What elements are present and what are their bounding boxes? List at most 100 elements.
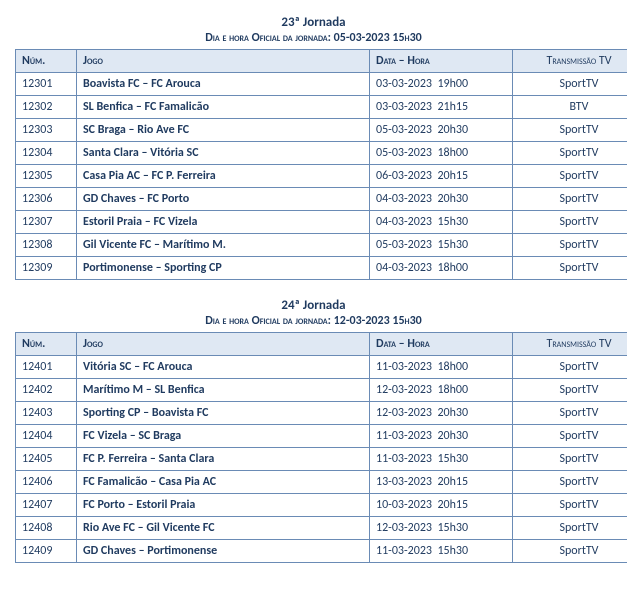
cell-data: 05-03-2023 15h30 xyxy=(370,234,513,257)
jornada-block: 24ª JornadaDia e hora Oficial da jornada… xyxy=(15,298,612,563)
cell-tv: SportTV xyxy=(513,188,627,211)
cell-data: 04-03-2023 20h30 xyxy=(370,188,513,211)
cell-num: 12403 xyxy=(16,402,77,425)
fixture-table: Núm.JogoData – HoraTransmissão TV12301Bo… xyxy=(15,49,627,280)
cell-tv: SportTV xyxy=(513,379,627,402)
cell-num: 12305 xyxy=(16,165,77,188)
table-row: 12305Casa Pia AC – FC P. Ferreira06-03-2… xyxy=(16,165,627,188)
cell-jogo: Marítimo M – SL Benfica xyxy=(77,379,370,402)
table-row: 12407FC Porto – Estoril Praia10-03-2023 … xyxy=(16,494,627,517)
col-header-jogo: Jogo xyxy=(77,333,370,356)
cell-data: 05-03-2023 20h30 xyxy=(370,119,513,142)
table-header-row: Núm.JogoData – HoraTransmissão TV xyxy=(16,333,627,356)
cell-tv: SportTV xyxy=(513,448,627,471)
cell-num: 12308 xyxy=(16,234,77,257)
cell-tv: SportTV xyxy=(513,165,627,188)
cell-num: 12406 xyxy=(16,471,77,494)
cell-tv: SportTV xyxy=(513,73,627,96)
table-row: 12402Marítimo M – SL Benfica12-03-2023 1… xyxy=(16,379,627,402)
table-header-row: Núm.JogoData – HoraTransmissão TV xyxy=(16,50,627,73)
jornada-title: 24ª Jornada xyxy=(15,298,612,313)
table-row: 12403Sporting CP – Boavista FC12-03-2023… xyxy=(16,402,627,425)
table-row: 12409GD Chaves – Portimonense11-03-2023 … xyxy=(16,540,627,563)
table-row: 12301Boavista FC – FC Arouca03-03-2023 1… xyxy=(16,73,627,96)
cell-num: 12408 xyxy=(16,517,77,540)
cell-jogo: SL Benfica – FC Famalicão xyxy=(77,96,370,119)
cell-jogo: Vitória SC – FC Arouca xyxy=(77,356,370,379)
table-row: 12304Santa Clara – Vitória SC05-03-2023 … xyxy=(16,142,627,165)
table-row: 12405FC P. Ferreira – Santa Clara11-03-2… xyxy=(16,448,627,471)
cell-num: 12409 xyxy=(16,540,77,563)
col-header-num: Núm. xyxy=(16,50,77,73)
col-header-num: Núm. xyxy=(16,333,77,356)
cell-data: 12-03-2023 15h30 xyxy=(370,517,513,540)
cell-tv: BTV xyxy=(513,96,627,119)
cell-tv: SportTV xyxy=(513,356,627,379)
cell-tv: SportTV xyxy=(513,517,627,540)
cell-data: 04-03-2023 15h30 xyxy=(370,211,513,234)
table-row: 12306GD Chaves – FC Porto04-03-2023 20h3… xyxy=(16,188,627,211)
cell-data: 11-03-2023 15h30 xyxy=(370,448,513,471)
cell-tv: SportTV xyxy=(513,119,627,142)
col-header-jogo: Jogo xyxy=(77,50,370,73)
cell-jogo: GD Chaves – FC Porto xyxy=(77,188,370,211)
jornada-block: 23ª JornadaDia e hora Oficial da jornada… xyxy=(15,15,612,280)
cell-jogo: Estoril Praia – FC Vizela xyxy=(77,211,370,234)
jornada-title: 23ª Jornada xyxy=(15,15,612,30)
cell-jogo: FC Famalicão – Casa Pia AC xyxy=(77,471,370,494)
table-row: 12408Rio Ave FC – Gil Vicente FC12-03-20… xyxy=(16,517,627,540)
cell-jogo: Casa Pia AC – FC P. Ferreira xyxy=(77,165,370,188)
cell-tv: SportTV xyxy=(513,425,627,448)
cell-tv: SportTV xyxy=(513,471,627,494)
table-row: 12302SL Benfica – FC Famalicão03-03-2023… xyxy=(16,96,627,119)
table-row: 12309Portimonense – Sporting CP04-03-202… xyxy=(16,257,627,280)
cell-jogo: FC P. Ferreira – Santa Clara xyxy=(77,448,370,471)
cell-num: 12405 xyxy=(16,448,77,471)
cell-num: 12301 xyxy=(16,73,77,96)
table-row: 12303SC Braga – Rio Ave FC05-03-2023 20h… xyxy=(16,119,627,142)
cell-data: 11-03-2023 15h30 xyxy=(370,540,513,563)
cell-data: 11-03-2023 18h00 xyxy=(370,356,513,379)
cell-data: 06-03-2023 20h15 xyxy=(370,165,513,188)
cell-jogo: Sporting CP – Boavista FC xyxy=(77,402,370,425)
cell-data: 05-03-2023 18h00 xyxy=(370,142,513,165)
cell-jogo: Portimonense – Sporting CP xyxy=(77,257,370,280)
cell-tv: SportTV xyxy=(513,211,627,234)
cell-data: 13-03-2023 20h15 xyxy=(370,471,513,494)
cell-num: 12309 xyxy=(16,257,77,280)
cell-num: 12407 xyxy=(16,494,77,517)
col-header-data: Data – Hora xyxy=(370,50,513,73)
cell-jogo: FC Porto – Estoril Praia xyxy=(77,494,370,517)
fixture-table: Núm.JogoData – HoraTransmissão TV12401Vi… xyxy=(15,332,627,563)
cell-data: 03-03-2023 21h15 xyxy=(370,96,513,119)
jornada-subtitle: Dia e hora Oficial da jornada: 05-03-202… xyxy=(15,31,612,45)
cell-data: 12-03-2023 20h30 xyxy=(370,402,513,425)
table-row: 12307Estoril Praia – FC Vizela04-03-2023… xyxy=(16,211,627,234)
cell-num: 12307 xyxy=(16,211,77,234)
col-header-data: Data – Hora xyxy=(370,333,513,356)
cell-data: 03-03-2023 19h00 xyxy=(370,73,513,96)
cell-num: 12302 xyxy=(16,96,77,119)
cell-num: 12304 xyxy=(16,142,77,165)
cell-jogo: Rio Ave FC – Gil Vicente FC xyxy=(77,517,370,540)
table-row: 12406FC Famalicão – Casa Pia AC13-03-202… xyxy=(16,471,627,494)
jornada-subtitle: Dia e hora Oficial da jornada: 12-03-202… xyxy=(15,314,612,328)
cell-tv: SportTV xyxy=(513,494,627,517)
cell-data: 10-03-2023 20h15 xyxy=(370,494,513,517)
cell-num: 12303 xyxy=(16,119,77,142)
cell-data: 12-03-2023 18h00 xyxy=(370,379,513,402)
cell-tv: SportTV xyxy=(513,142,627,165)
cell-jogo: FC Vizela – SC Braga xyxy=(77,425,370,448)
cell-tv: SportTV xyxy=(513,257,627,280)
cell-num: 12404 xyxy=(16,425,77,448)
cell-num: 12306 xyxy=(16,188,77,211)
cell-jogo: SC Braga – Rio Ave FC xyxy=(77,119,370,142)
table-row: 12401Vitória SC – FC Arouca11-03-2023 18… xyxy=(16,356,627,379)
schedule-root: 23ª JornadaDia e hora Oficial da jornada… xyxy=(15,15,612,563)
col-header-tv: Transmissão TV xyxy=(513,333,627,356)
cell-num: 12401 xyxy=(16,356,77,379)
cell-tv: SportTV xyxy=(513,540,627,563)
cell-data: 04-03-2023 18h00 xyxy=(370,257,513,280)
cell-jogo: GD Chaves – Portimonense xyxy=(77,540,370,563)
table-row: 12308Gil Vicente FC – Marítimo M.05-03-2… xyxy=(16,234,627,257)
